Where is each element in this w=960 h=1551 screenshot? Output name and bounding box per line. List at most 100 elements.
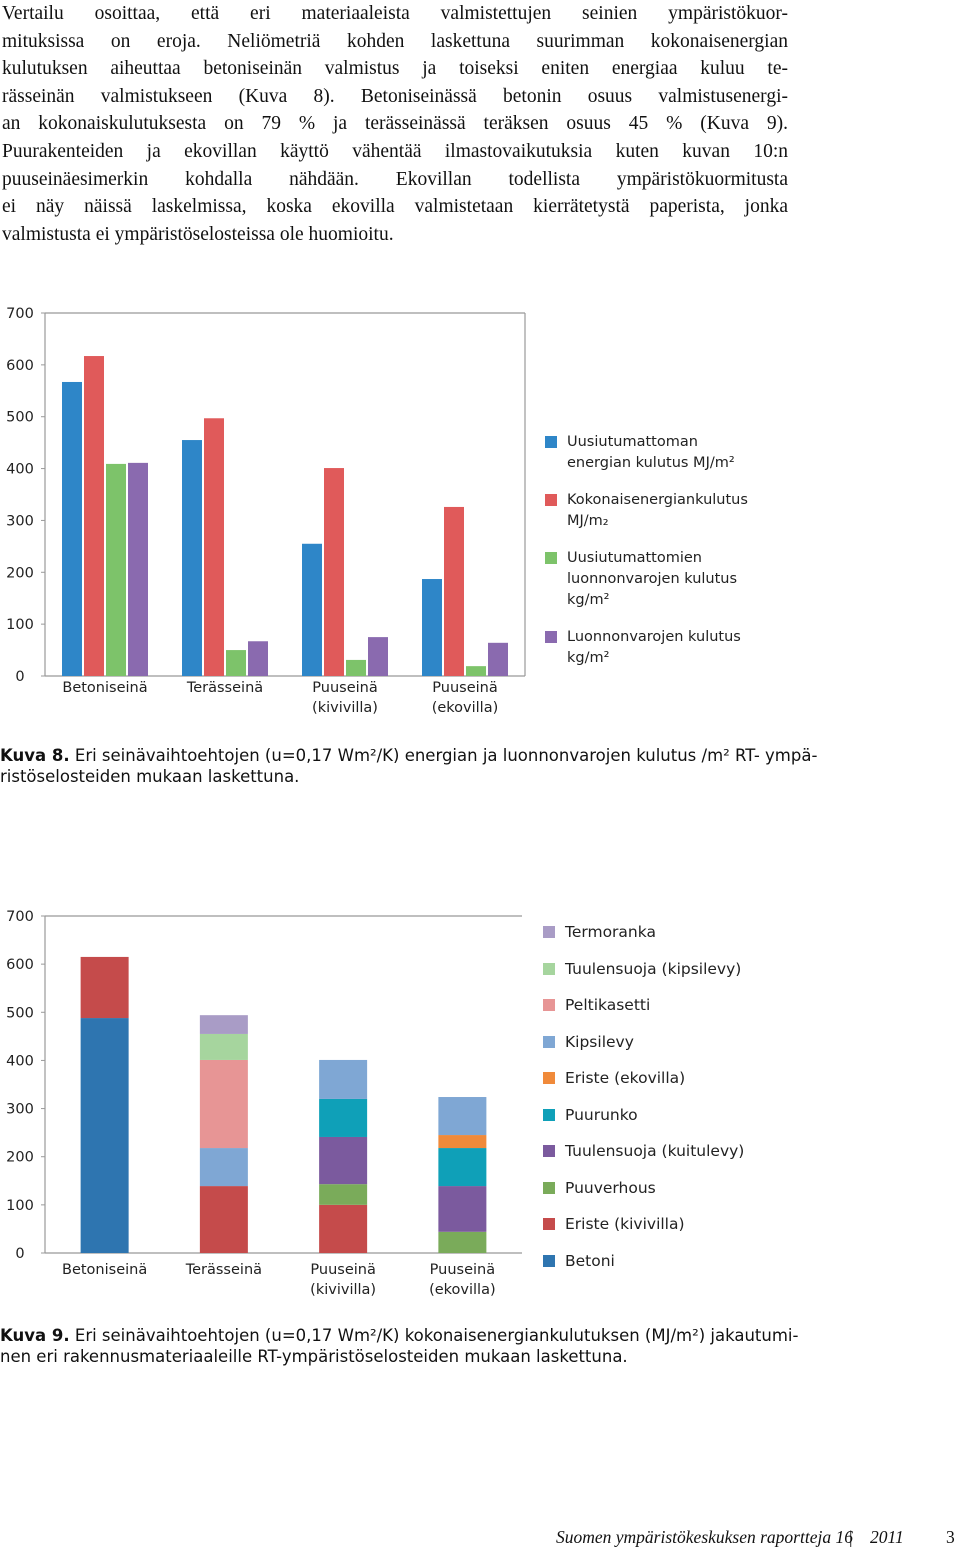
legend-entry: Eriste (kivivilla) (543, 1214, 773, 1234)
x-tick-label: Terässeinä (185, 1262, 262, 1278)
y-tick-label: 200 (6, 565, 34, 581)
bar-segment (199, 1033, 248, 1060)
chart: 0 100 200 300 400 500 600 700 Betoniseinä Terässe… (6, 909, 522, 1298)
legend-swatch (543, 1108, 555, 1121)
bar-segment (438, 1097, 487, 1136)
caption-text: Eri seinävaihtoehtojen (u=0,17 Wm²/K) en… (74, 746, 818, 765)
y-tick-label: 100 (6, 617, 34, 633)
y-tick-label: 300 (6, 1102, 34, 1118)
text-line: an kokonaiskulutuksesta on 79 % ja teräs… (2, 113, 788, 135)
legend-entry: Luonnonvarojen kulutus kg/m² (545, 627, 755, 669)
legend-label: Puuverhous (565, 1178, 656, 1197)
x-tick-label: Betoniseinä (62, 680, 147, 696)
legend-label: Tuulensuoja (kuitulevy) (565, 1142, 745, 1160)
legend-swatch (545, 552, 557, 564)
caption-label: Kuva 8. (0, 746, 70, 765)
body-text: Vertailu osoittaa, että eri materiaaleis… (2, 0, 788, 248)
text-line: mituksissa on eroja. Neliömetriä kohden … (2, 30, 788, 52)
footer-year: 2011 (870, 1527, 904, 1547)
legend-swatch (543, 1254, 555, 1267)
caption-line: Kuva 9. Eri seinävaihtoehtojen (u=0,17 W… (0, 1325, 798, 1346)
legend-label: Uusiutumattoman energian kulutus MJ/m² (567, 434, 735, 471)
y-tick-label: 500 (6, 410, 34, 426)
legend-entry: Kokonaisenergiankulutus MJ/m₂ (545, 490, 755, 532)
bar-segment (199, 1059, 248, 1149)
legend: Uusiutumattoman energian kulutus MJ/m² Ko… (545, 432, 755, 685)
bar (106, 463, 126, 676)
text-line: ei näy näissä laskelmissa, koska ekovill… (2, 196, 788, 218)
legend-entry: Puuverhous (543, 1178, 773, 1198)
bar-segment (319, 1184, 368, 1205)
caption-text: ristöselosteiden mukaan laskettuna. (0, 767, 300, 786)
legend-entry: Puurunko (543, 1105, 773, 1125)
bar (204, 418, 224, 676)
y-tick-label: 600 (6, 358, 34, 374)
bar-segment (438, 1135, 487, 1149)
bar (182, 440, 202, 676)
bar (62, 381, 82, 676)
legend-swatch (545, 631, 557, 643)
text-line: Puurakenteiden ja ekovillan käyttö vähen… (2, 140, 788, 162)
x-tick-label: Puuseinä (ekovilla) (429, 1262, 496, 1298)
legend-label: Eriste (ekovilla) (565, 1069, 686, 1087)
y-tick-label: 700 (6, 306, 34, 322)
x-tick-label: Puuseinä (ekovilla) (432, 680, 499, 716)
bar (324, 468, 344, 676)
bar-segment (199, 1148, 248, 1187)
bar (84, 356, 104, 676)
caption-label: Kuva 9. (0, 1326, 70, 1345)
caption-text: nen eri rakennusmateriaaleille RT-ympäri… (0, 1347, 628, 1366)
bar-segment (319, 1136, 368, 1185)
caption-line: ristöselosteiden mukaan laskettuna. (0, 766, 790, 787)
legend-label: Betoni (565, 1251, 615, 1270)
legend-swatch (543, 1218, 555, 1230)
caption: Kuva 9. Eri seinävaihtoehtojen (u=0,17 W… (0, 1325, 798, 1367)
separator: | (849, 1527, 853, 1547)
legend-label: Kokonaisenergiankulutus MJ/m₂ (567, 492, 748, 529)
legend-entry: Tuulensuoja (kuitulevy) (543, 1141, 773, 1161)
y-tick-label: 0 (15, 669, 24, 685)
x-tick-label: Betoniseinä (62, 1262, 147, 1278)
legend-swatch (543, 962, 555, 975)
legend-label: Peltikasetti (565, 996, 651, 1014)
footer-series: Suomen ympäristökeskuksen raportteja 16 (556, 1527, 853, 1547)
y-tick-label: 500 (6, 1005, 34, 1021)
legend-swatch (543, 1072, 555, 1084)
text-line: valmistusta ei ympäristöselosteissa ole … (2, 223, 394, 245)
bar (226, 650, 246, 676)
bar-segment (199, 1186, 248, 1253)
legend-entry: Peltikasetti (543, 995, 773, 1015)
legend: Termoranka Tuulensuoja (kipsilevy) Peltika… (543, 922, 773, 1287)
legend-label: Tuulensuoja (kipsilevy) (565, 959, 742, 978)
caption-line: nen eri rakennusmateriaaleille RT-ympäri… (0, 1346, 790, 1367)
bar-segment (438, 1186, 487, 1232)
bar-segment (80, 1018, 129, 1253)
bar (302, 543, 322, 676)
y-tick-label: 300 (6, 513, 34, 529)
bar (368, 637, 388, 676)
bar (444, 506, 464, 676)
text-line: puuseinäesimerkin kohdalla nähdään. Ekov… (2, 168, 788, 190)
bar-segment (438, 1231, 487, 1253)
text-line: Vertailu osoittaa, että eri materiaaleis… (2, 3, 788, 24)
bar (128, 462, 148, 676)
bar (248, 641, 268, 676)
bar-segment (319, 1098, 368, 1137)
y-tick-label: 400 (6, 1053, 34, 1069)
legend-label: Puurunko (565, 1105, 638, 1124)
bar (422, 579, 442, 676)
y-tick-label: 200 (6, 1150, 34, 1166)
legend-label: Uusiutumattomien luonnonvarojen kulutus … (567, 550, 738, 608)
legend-entry: Kipsilevy (543, 1032, 773, 1052)
bar-segment (319, 1059, 368, 1099)
legend-swatch (543, 1181, 555, 1194)
legend-entry: Uusiutumattomien luonnonvarojen kulutus … (545, 548, 755, 611)
x-tick-label: Terässeinä (186, 680, 263, 696)
bar-segment (438, 1148, 487, 1187)
y-tick-label: 400 (6, 462, 34, 478)
y-tick-label: 100 (6, 1198, 34, 1214)
legend-swatch (545, 494, 557, 506)
bar (488, 642, 508, 676)
text-line: kulutuksen aiheuttaa betoniseinän valmis… (2, 58, 788, 80)
